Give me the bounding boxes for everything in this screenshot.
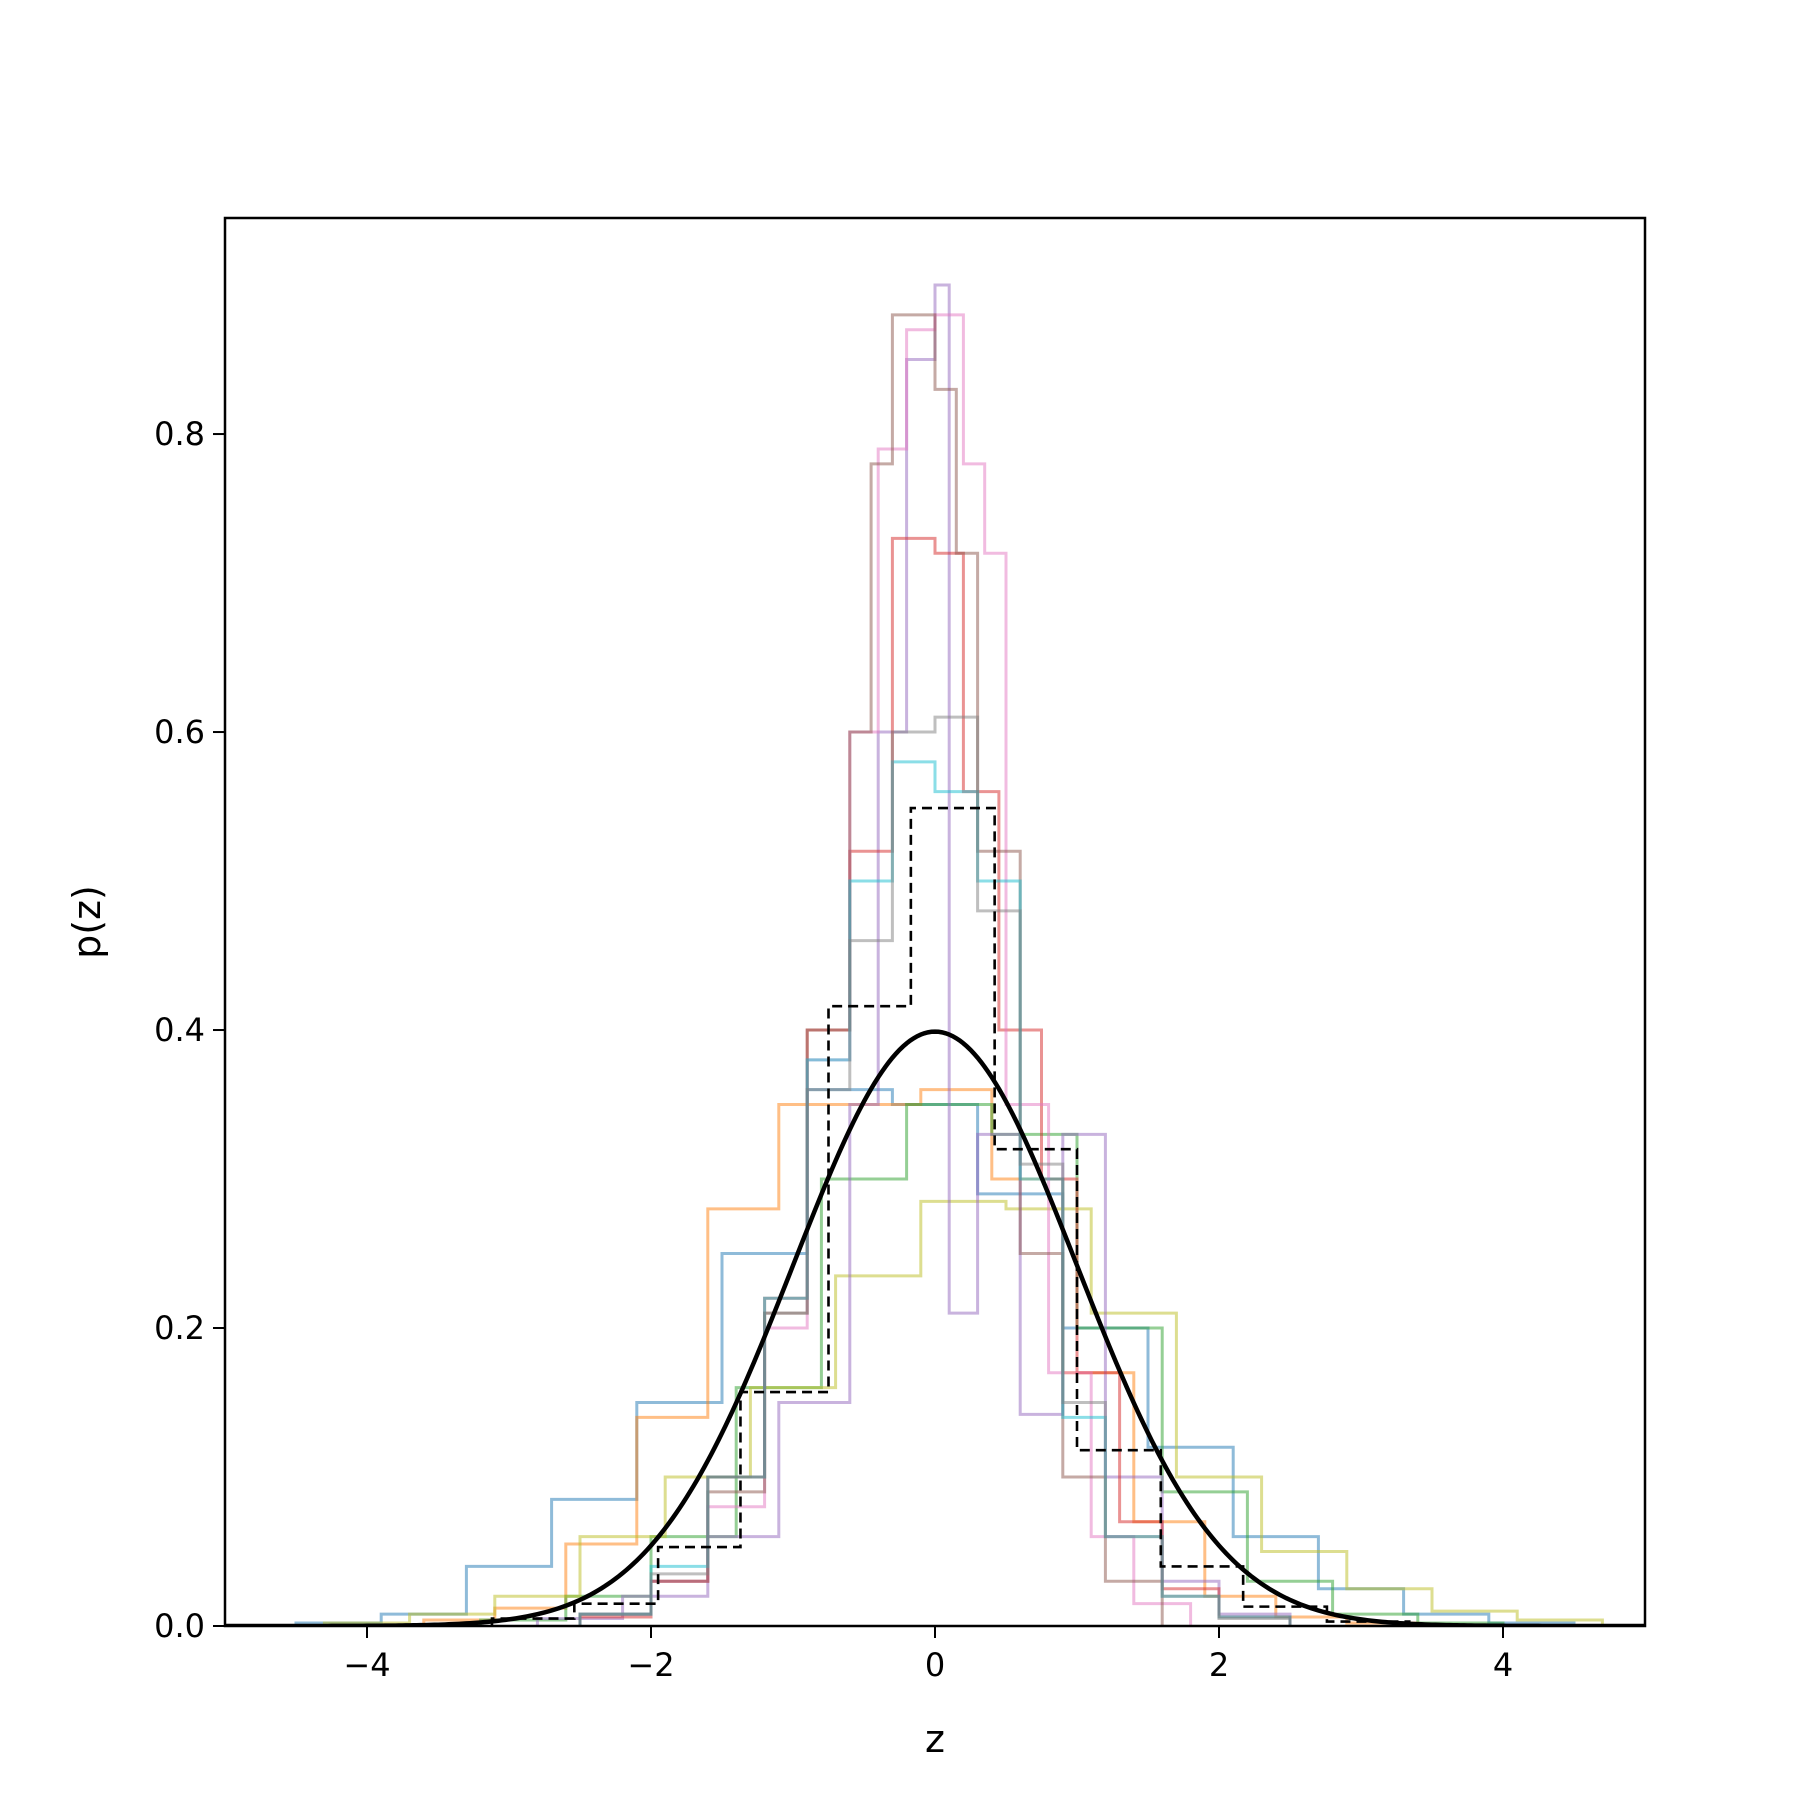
x-axis-title: z <box>925 1717 945 1761</box>
histogram-series-7 <box>578 313 1193 1626</box>
histogram-series-6 <box>578 536 1292 1626</box>
x-tick-label: 0 <box>925 1646 945 1684</box>
y-tick-label: 0.4 <box>154 1011 205 1049</box>
histogram-series-10 <box>578 715 1292 1626</box>
histogram-series-2 <box>422 1088 1420 1626</box>
x-axis: −4 −2 0 2 4 <box>343 1626 1513 1684</box>
plot-marks <box>225 283 1645 1626</box>
plot-area <box>225 283 1645 1626</box>
histogram-series-1 <box>294 1088 1576 1626</box>
x-tick-label: 2 <box>1209 1646 1229 1684</box>
histogram-series-3 <box>479 1103 1505 1626</box>
y-tick-label: 0.2 <box>154 1309 205 1347</box>
y-axis: 0.0 0.2 0.4 0.6 0.8 <box>154 415 225 1645</box>
x-tick-label: 4 <box>1493 1646 1513 1684</box>
y-tick-label: 0.6 <box>154 713 205 751</box>
x-tick-label: −2 <box>627 1646 674 1684</box>
y-tick-label: 0.8 <box>154 415 205 453</box>
histogram-series-8 <box>578 313 1164 1626</box>
axes-frame <box>223 216 1647 1628</box>
y-tick-label: 0.0 <box>154 1607 205 1645</box>
y-axis-title: p(z) <box>65 885 109 959</box>
histogram-series-4 <box>322 1199 1604 1626</box>
histogram-series-5 <box>535 283 1292 1626</box>
normal-pdf-curve <box>225 1029 1645 1626</box>
x-tick-label: −4 <box>343 1646 390 1684</box>
